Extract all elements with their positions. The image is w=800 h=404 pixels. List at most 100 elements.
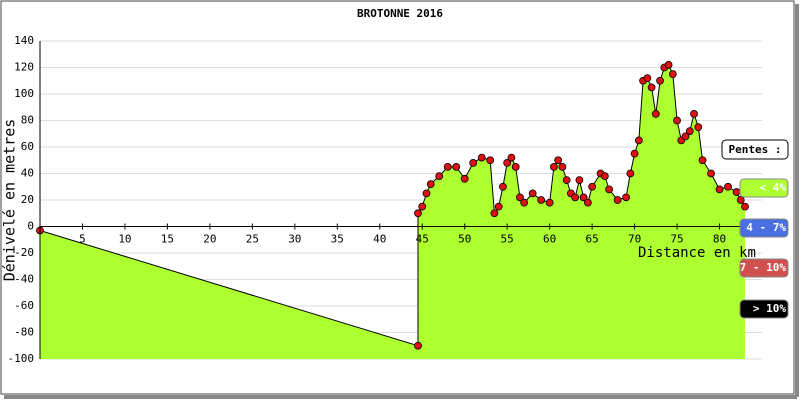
point [528,189,537,198]
x-tick-label: 15 [161,233,174,246]
point [511,162,520,171]
y-tick-label: 100 [14,87,34,100]
point [656,76,664,85]
point [477,153,486,162]
legend-swatch [739,218,789,238]
point [562,176,571,185]
point [414,341,422,350]
point [707,169,715,178]
legend-label: < 4% [760,181,787,194]
x-tick-label: 45 [416,233,429,246]
shadow [4,395,797,399]
point [715,185,724,194]
point [469,158,478,167]
point [685,127,694,136]
x-tick-label: 65 [585,233,598,246]
point [736,196,745,204]
point [494,202,503,211]
legend-label: > 10% [753,302,786,315]
point [575,176,584,185]
point [600,172,609,181]
point [426,180,435,189]
point [698,156,707,165]
x-axis-label: Distance en km [638,245,756,261]
x-tick-label: 5 [79,233,86,246]
x-tick-label: 60 [543,233,556,246]
point [558,162,567,171]
point [613,196,622,204]
point [549,162,558,171]
y-tick-label: -80 [14,326,34,339]
x-tick-label: 50 [458,233,471,246]
point [664,60,673,69]
y-tick-label: 60 [21,140,34,153]
x-tick-label: 10 [118,233,131,246]
point [418,202,427,211]
area [40,64,746,359]
legend-swatch [739,178,789,198]
legend-title: Pentes : [729,143,782,156]
y-tick-label: 120 [14,61,34,74]
x-tick-label: 80 [713,233,726,246]
point [588,182,597,191]
point [520,198,529,207]
point [490,209,499,218]
point [516,193,524,202]
shadow [795,4,799,397]
point [435,172,444,181]
point [673,116,681,125]
point [499,182,507,191]
point [507,153,516,162]
y-tick-label: -40 [14,273,34,286]
point [622,193,630,202]
point [630,149,639,158]
point [626,169,635,178]
point [460,174,469,183]
y-tick-label: -100 [8,352,35,365]
legend-title-box [721,139,789,160]
point [643,74,652,82]
legend-label: 4 - 7% [746,221,786,234]
point [732,188,741,196]
y-tick-label: 20 [21,193,34,206]
y-tick-label: -20 [14,246,34,259]
chart-title: BROTONNE 2016 [357,7,443,20]
point [605,185,614,194]
point [503,158,512,167]
y-tick-label: -60 [14,299,34,312]
y-tick-label: 140 [14,34,34,47]
x-tick-label: 75 [670,233,683,246]
x-tick-label: 35 [331,233,344,246]
x-tick-label: 20 [203,233,216,246]
y-tick-label: 80 [21,114,34,127]
legend-label: 7 - 10% [740,261,787,274]
point [681,132,690,141]
point [452,162,461,171]
y-tick-label: 40 [21,167,34,180]
point [571,193,580,202]
y-tick-label: 0 [27,220,34,233]
point [651,109,660,118]
x-tick-label: 55 [501,233,514,246]
point [422,189,431,198]
x-tick-label: 25 [246,233,259,246]
point [724,182,732,191]
point [690,109,698,118]
point [486,156,495,165]
point [554,156,563,165]
point [668,70,677,79]
point [443,162,452,171]
point [583,198,592,207]
x-tick-label: 40 [373,233,386,246]
point [741,202,749,211]
point [537,196,546,204]
x-tick-label: 30 [288,233,301,246]
legend-swatch [739,299,789,319]
point [694,123,703,132]
point [414,209,422,218]
legend-swatch [739,258,789,278]
y-axis-label: Dénivelé en metres [1,119,19,282]
point [579,193,588,202]
